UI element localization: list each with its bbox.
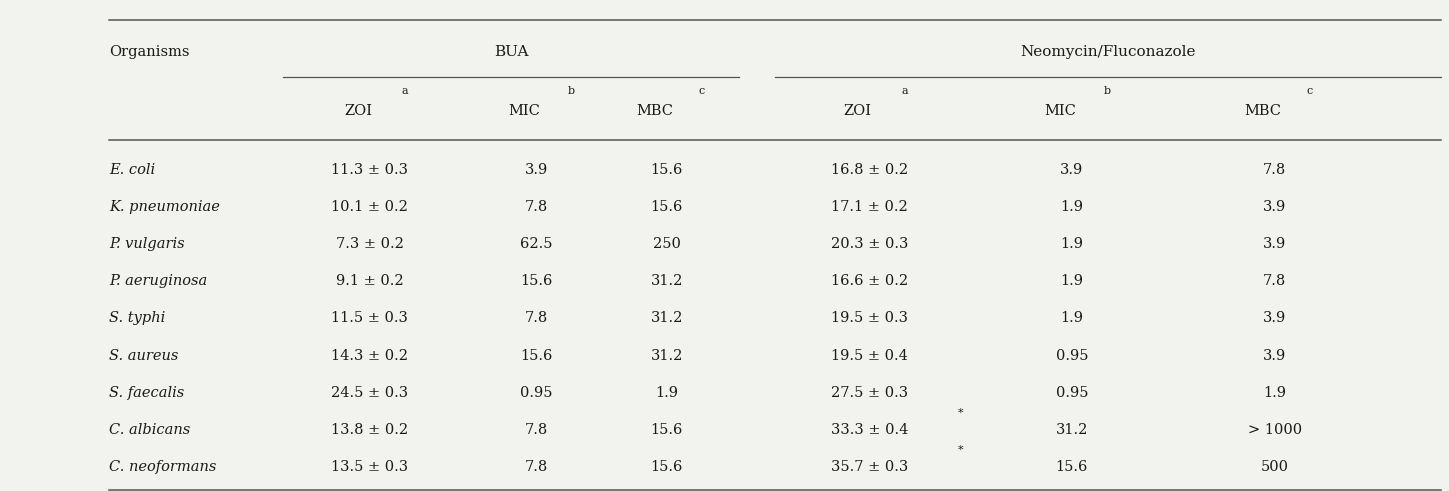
- Text: 250: 250: [652, 237, 681, 251]
- Text: BUA: BUA: [494, 45, 529, 59]
- Text: Neomycin/Fluconazole: Neomycin/Fluconazole: [1020, 45, 1195, 59]
- Text: 15.6: 15.6: [651, 460, 682, 474]
- Text: 7.3 ± 0.2: 7.3 ± 0.2: [336, 237, 404, 251]
- Text: 1.9: 1.9: [655, 386, 678, 400]
- Text: c: c: [698, 86, 704, 96]
- Text: 7.8: 7.8: [525, 200, 548, 214]
- Text: 9.1 ± 0.2: 9.1 ± 0.2: [336, 274, 404, 288]
- Text: MBC: MBC: [636, 104, 674, 118]
- Text: 15.6: 15.6: [651, 200, 682, 214]
- Text: 19.5 ± 0.3: 19.5 ± 0.3: [830, 311, 907, 326]
- Text: 15.6: 15.6: [1056, 460, 1088, 474]
- Text: > 1000: > 1000: [1248, 423, 1301, 437]
- Text: *: *: [958, 445, 964, 455]
- Text: 16.8 ± 0.2: 16.8 ± 0.2: [830, 163, 909, 177]
- Text: S. aureus: S. aureus: [109, 349, 178, 363]
- Text: c: c: [1307, 86, 1313, 96]
- Text: 0.95: 0.95: [520, 386, 552, 400]
- Text: S. faecalis: S. faecalis: [109, 386, 184, 400]
- Text: P. aeruginosa: P. aeruginosa: [109, 274, 207, 288]
- Text: 31.2: 31.2: [651, 349, 682, 363]
- Text: 3.9: 3.9: [1264, 200, 1287, 214]
- Text: 15.6: 15.6: [520, 274, 552, 288]
- Text: 7.8: 7.8: [525, 423, 548, 437]
- Text: 7.8: 7.8: [1264, 274, 1287, 288]
- Text: C. albicans: C. albicans: [109, 423, 190, 437]
- Text: 11.3 ± 0.3: 11.3 ± 0.3: [332, 163, 409, 177]
- Text: 1.9: 1.9: [1061, 200, 1084, 214]
- Text: b: b: [1104, 86, 1111, 96]
- Text: 11.5 ± 0.3: 11.5 ± 0.3: [332, 311, 409, 326]
- Text: 3.9: 3.9: [1264, 237, 1287, 251]
- Text: Organisms: Organisms: [109, 45, 190, 59]
- Text: 17.1 ± 0.2: 17.1 ± 0.2: [830, 200, 907, 214]
- Text: 1.9: 1.9: [1264, 386, 1287, 400]
- Text: 3.9: 3.9: [1061, 163, 1084, 177]
- Text: 62.5: 62.5: [520, 237, 552, 251]
- Text: 15.6: 15.6: [651, 423, 682, 437]
- Text: 33.3 ± 0.4: 33.3 ± 0.4: [830, 423, 909, 437]
- Text: ZOI: ZOI: [345, 104, 372, 118]
- Text: 24.5 ± 0.3: 24.5 ± 0.3: [332, 386, 409, 400]
- Text: 500: 500: [1261, 460, 1288, 474]
- Text: 27.5 ± 0.3: 27.5 ± 0.3: [830, 386, 909, 400]
- Text: MIC: MIC: [509, 104, 540, 118]
- Text: 0.95: 0.95: [1056, 349, 1088, 363]
- Text: MIC: MIC: [1045, 104, 1077, 118]
- Text: 19.5 ± 0.4: 19.5 ± 0.4: [830, 349, 907, 363]
- Text: 31.2: 31.2: [651, 274, 682, 288]
- Text: 15.6: 15.6: [520, 349, 552, 363]
- Text: 15.6: 15.6: [651, 163, 682, 177]
- Text: *: *: [958, 408, 964, 418]
- Text: P. vulgaris: P. vulgaris: [109, 237, 185, 251]
- Text: 31.2: 31.2: [1056, 423, 1088, 437]
- Text: C. neoformans: C. neoformans: [109, 460, 217, 474]
- Text: 1.9: 1.9: [1061, 274, 1084, 288]
- Text: 7.8: 7.8: [525, 460, 548, 474]
- Text: 0.95: 0.95: [1056, 386, 1088, 400]
- Text: 10.1 ± 0.2: 10.1 ± 0.2: [332, 200, 409, 214]
- Text: K. pneumoniae: K. pneumoniae: [109, 200, 220, 214]
- Text: b: b: [568, 86, 575, 96]
- Text: a: a: [401, 86, 409, 96]
- Text: 13.8 ± 0.2: 13.8 ± 0.2: [332, 423, 409, 437]
- Text: 3.9: 3.9: [525, 163, 548, 177]
- Text: 13.5 ± 0.3: 13.5 ± 0.3: [332, 460, 409, 474]
- Text: 1.9: 1.9: [1061, 237, 1084, 251]
- Text: 31.2: 31.2: [651, 311, 682, 326]
- Text: 20.3 ± 0.3: 20.3 ± 0.3: [830, 237, 909, 251]
- Text: 14.3 ± 0.2: 14.3 ± 0.2: [332, 349, 409, 363]
- Text: a: a: [901, 86, 907, 96]
- Text: S. typhi: S. typhi: [109, 311, 165, 326]
- Text: 7.8: 7.8: [1264, 163, 1287, 177]
- Text: 16.6 ± 0.2: 16.6 ± 0.2: [830, 274, 909, 288]
- Text: MBC: MBC: [1245, 104, 1281, 118]
- Text: ZOI: ZOI: [843, 104, 872, 118]
- Text: 1.9: 1.9: [1061, 311, 1084, 326]
- Text: 35.7 ± 0.3: 35.7 ± 0.3: [830, 460, 909, 474]
- Text: 3.9: 3.9: [1264, 349, 1287, 363]
- Text: E. coli: E. coli: [109, 163, 155, 177]
- Text: 7.8: 7.8: [525, 311, 548, 326]
- Text: 3.9: 3.9: [1264, 311, 1287, 326]
